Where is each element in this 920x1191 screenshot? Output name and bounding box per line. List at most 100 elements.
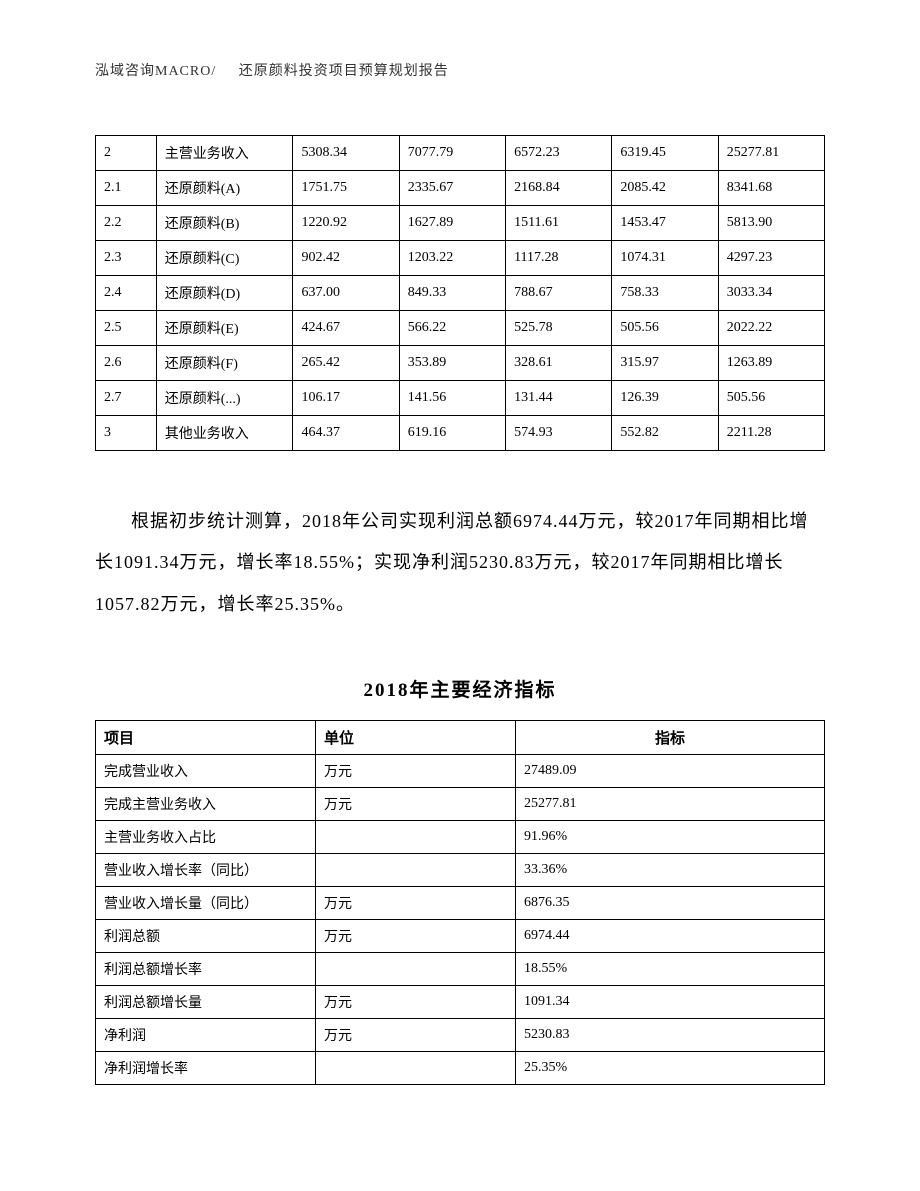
cell-item: 利润总额增长率 [96,953,316,986]
cell-name: 其他业务收入 [156,416,293,451]
cell-item: 利润总额 [96,920,316,953]
revenue-table: 2主营业务收入5308.347077.796572.236319.4525277… [95,135,825,451]
cell-value: 27489.09 [516,755,825,788]
cell-v1: 637.00 [293,276,399,311]
table-row: 2.6还原颜料(F)265.42353.89328.61315.971263.8… [96,346,825,381]
cell-value: 1091.34 [516,986,825,1019]
cell-value: 18.55% [516,953,825,986]
cell-v1: 424.67 [293,311,399,346]
table-row: 2.4还原颜料(D)637.00849.33788.67758.333033.3… [96,276,825,311]
cell-value: 5230.83 [516,1019,825,1052]
cell-unit: 万元 [316,986,516,1019]
cell-unit: 万元 [316,920,516,953]
cell-value: 91.96% [516,821,825,854]
cell-name: 主营业务收入 [156,136,293,171]
cell-v5: 25277.81 [718,136,824,171]
cell-item: 主营业务收入占比 [96,821,316,854]
table-row: 净利润万元5230.83 [96,1019,825,1052]
cell-idx: 2.4 [96,276,157,311]
table-row: 完成主营业务收入万元25277.81 [96,788,825,821]
cell-v1: 265.42 [293,346,399,381]
cell-v2: 353.89 [399,346,505,381]
cell-v3: 1117.28 [506,241,612,276]
cell-v1: 902.42 [293,241,399,276]
cell-v5: 2022.22 [718,311,824,346]
cell-unit [316,1052,516,1085]
table-row: 净利润增长率25.35% [96,1052,825,1085]
cell-v5: 5813.90 [718,206,824,241]
cell-item: 营业收入增长量（同比） [96,887,316,920]
cell-value: 33.36% [516,854,825,887]
cell-unit: 万元 [316,755,516,788]
cell-item: 利润总额增长量 [96,986,316,1019]
cell-v5: 2211.28 [718,416,824,451]
header-unit: 单位 [316,721,516,755]
table-row: 3其他业务收入464.37619.16574.93552.822211.28 [96,416,825,451]
header-company: 泓域咨询MACRO/ [95,64,216,79]
subtitle: 2018年主要经济指标 [95,675,825,702]
cell-v4: 2085.42 [612,171,718,206]
cell-v2: 566.22 [399,311,505,346]
cell-v5: 505.56 [718,381,824,416]
cell-v3: 328.61 [506,346,612,381]
cell-v1: 106.17 [293,381,399,416]
table-row: 2.3还原颜料(C)902.421203.221117.281074.31429… [96,241,825,276]
analysis-paragraph: 根据初步统计测算，2018年公司实现利润总额6974.44万元，较2017年同期… [95,501,825,625]
table-row: 2主营业务收入5308.347077.796572.236319.4525277… [96,136,825,171]
cell-value: 25277.81 [516,788,825,821]
cell-v4: 758.33 [612,276,718,311]
cell-v4: 1074.31 [612,241,718,276]
cell-v4: 505.56 [612,311,718,346]
cell-v4: 315.97 [612,346,718,381]
cell-v1: 464.37 [293,416,399,451]
cell-v3: 574.93 [506,416,612,451]
header-item: 项目 [96,721,316,755]
cell-value: 6974.44 [516,920,825,953]
cell-idx: 2.1 [96,171,157,206]
table-row: 2.1还原颜料(A)1751.752335.672168.842085.4283… [96,171,825,206]
cell-item: 营业收入增长率（同比） [96,854,316,887]
table-row: 2.5还原颜料(E)424.67566.22525.78505.562022.2… [96,311,825,346]
cell-v1: 5308.34 [293,136,399,171]
cell-item: 完成营业收入 [96,755,316,788]
table-row: 利润总额增长量万元1091.34 [96,986,825,1019]
cell-v3: 525.78 [506,311,612,346]
cell-v3: 131.44 [506,381,612,416]
header-value: 指标 [516,721,825,755]
table-row: 完成营业收入万元27489.09 [96,755,825,788]
cell-v2: 1627.89 [399,206,505,241]
cell-v3: 6572.23 [506,136,612,171]
indicators-table: 项目 单位 指标 完成营业收入万元27489.09完成主营业务收入万元25277… [95,720,825,1085]
cell-item: 完成主营业务收入 [96,788,316,821]
cell-v4: 6319.45 [612,136,718,171]
cell-v5: 1263.89 [718,346,824,381]
cell-v3: 2168.84 [506,171,612,206]
cell-unit: 万元 [316,1019,516,1052]
cell-idx: 2 [96,136,157,171]
cell-v4: 1453.47 [612,206,718,241]
cell-idx: 2.3 [96,241,157,276]
cell-value: 25.35% [516,1052,825,1085]
cell-v2: 1203.22 [399,241,505,276]
page-header: 泓域咨询MACRO/ 还原颜料投资项目预算规划报告 [95,60,825,80]
cell-idx: 3 [96,416,157,451]
cell-v2: 7077.79 [399,136,505,171]
cell-v1: 1751.75 [293,171,399,206]
cell-name: 还原颜料(F) [156,346,293,381]
cell-v4: 126.39 [612,381,718,416]
cell-v3: 1511.61 [506,206,612,241]
cell-name: 还原颜料(C) [156,241,293,276]
table-row: 营业收入增长率（同比） 33.36% [96,854,825,887]
cell-v5: 8341.68 [718,171,824,206]
cell-name: 还原颜料(E) [156,311,293,346]
header-title: 还原颜料投资项目预算规划报告 [239,64,449,79]
table-row: 2.7还原颜料(...)106.17141.56131.44126.39505.… [96,381,825,416]
table-row: 利润总额万元6974.44 [96,920,825,953]
cell-v3: 788.67 [506,276,612,311]
table-row: 营业收入增长量（同比）万元6876.35 [96,887,825,920]
table-row: 2.2还原颜料(B)1220.921627.891511.611453.4758… [96,206,825,241]
indicators-table-body: 完成营业收入万元27489.09完成主营业务收入万元25277.81主营业务收入… [96,755,825,1085]
cell-v2: 2335.67 [399,171,505,206]
cell-unit [316,953,516,986]
revenue-table-body: 2主营业务收入5308.347077.796572.236319.4525277… [96,136,825,451]
